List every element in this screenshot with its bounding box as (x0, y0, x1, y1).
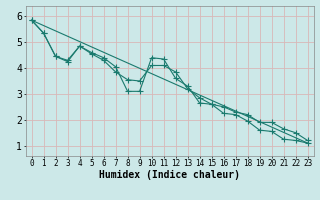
X-axis label: Humidex (Indice chaleur): Humidex (Indice chaleur) (99, 170, 240, 180)
